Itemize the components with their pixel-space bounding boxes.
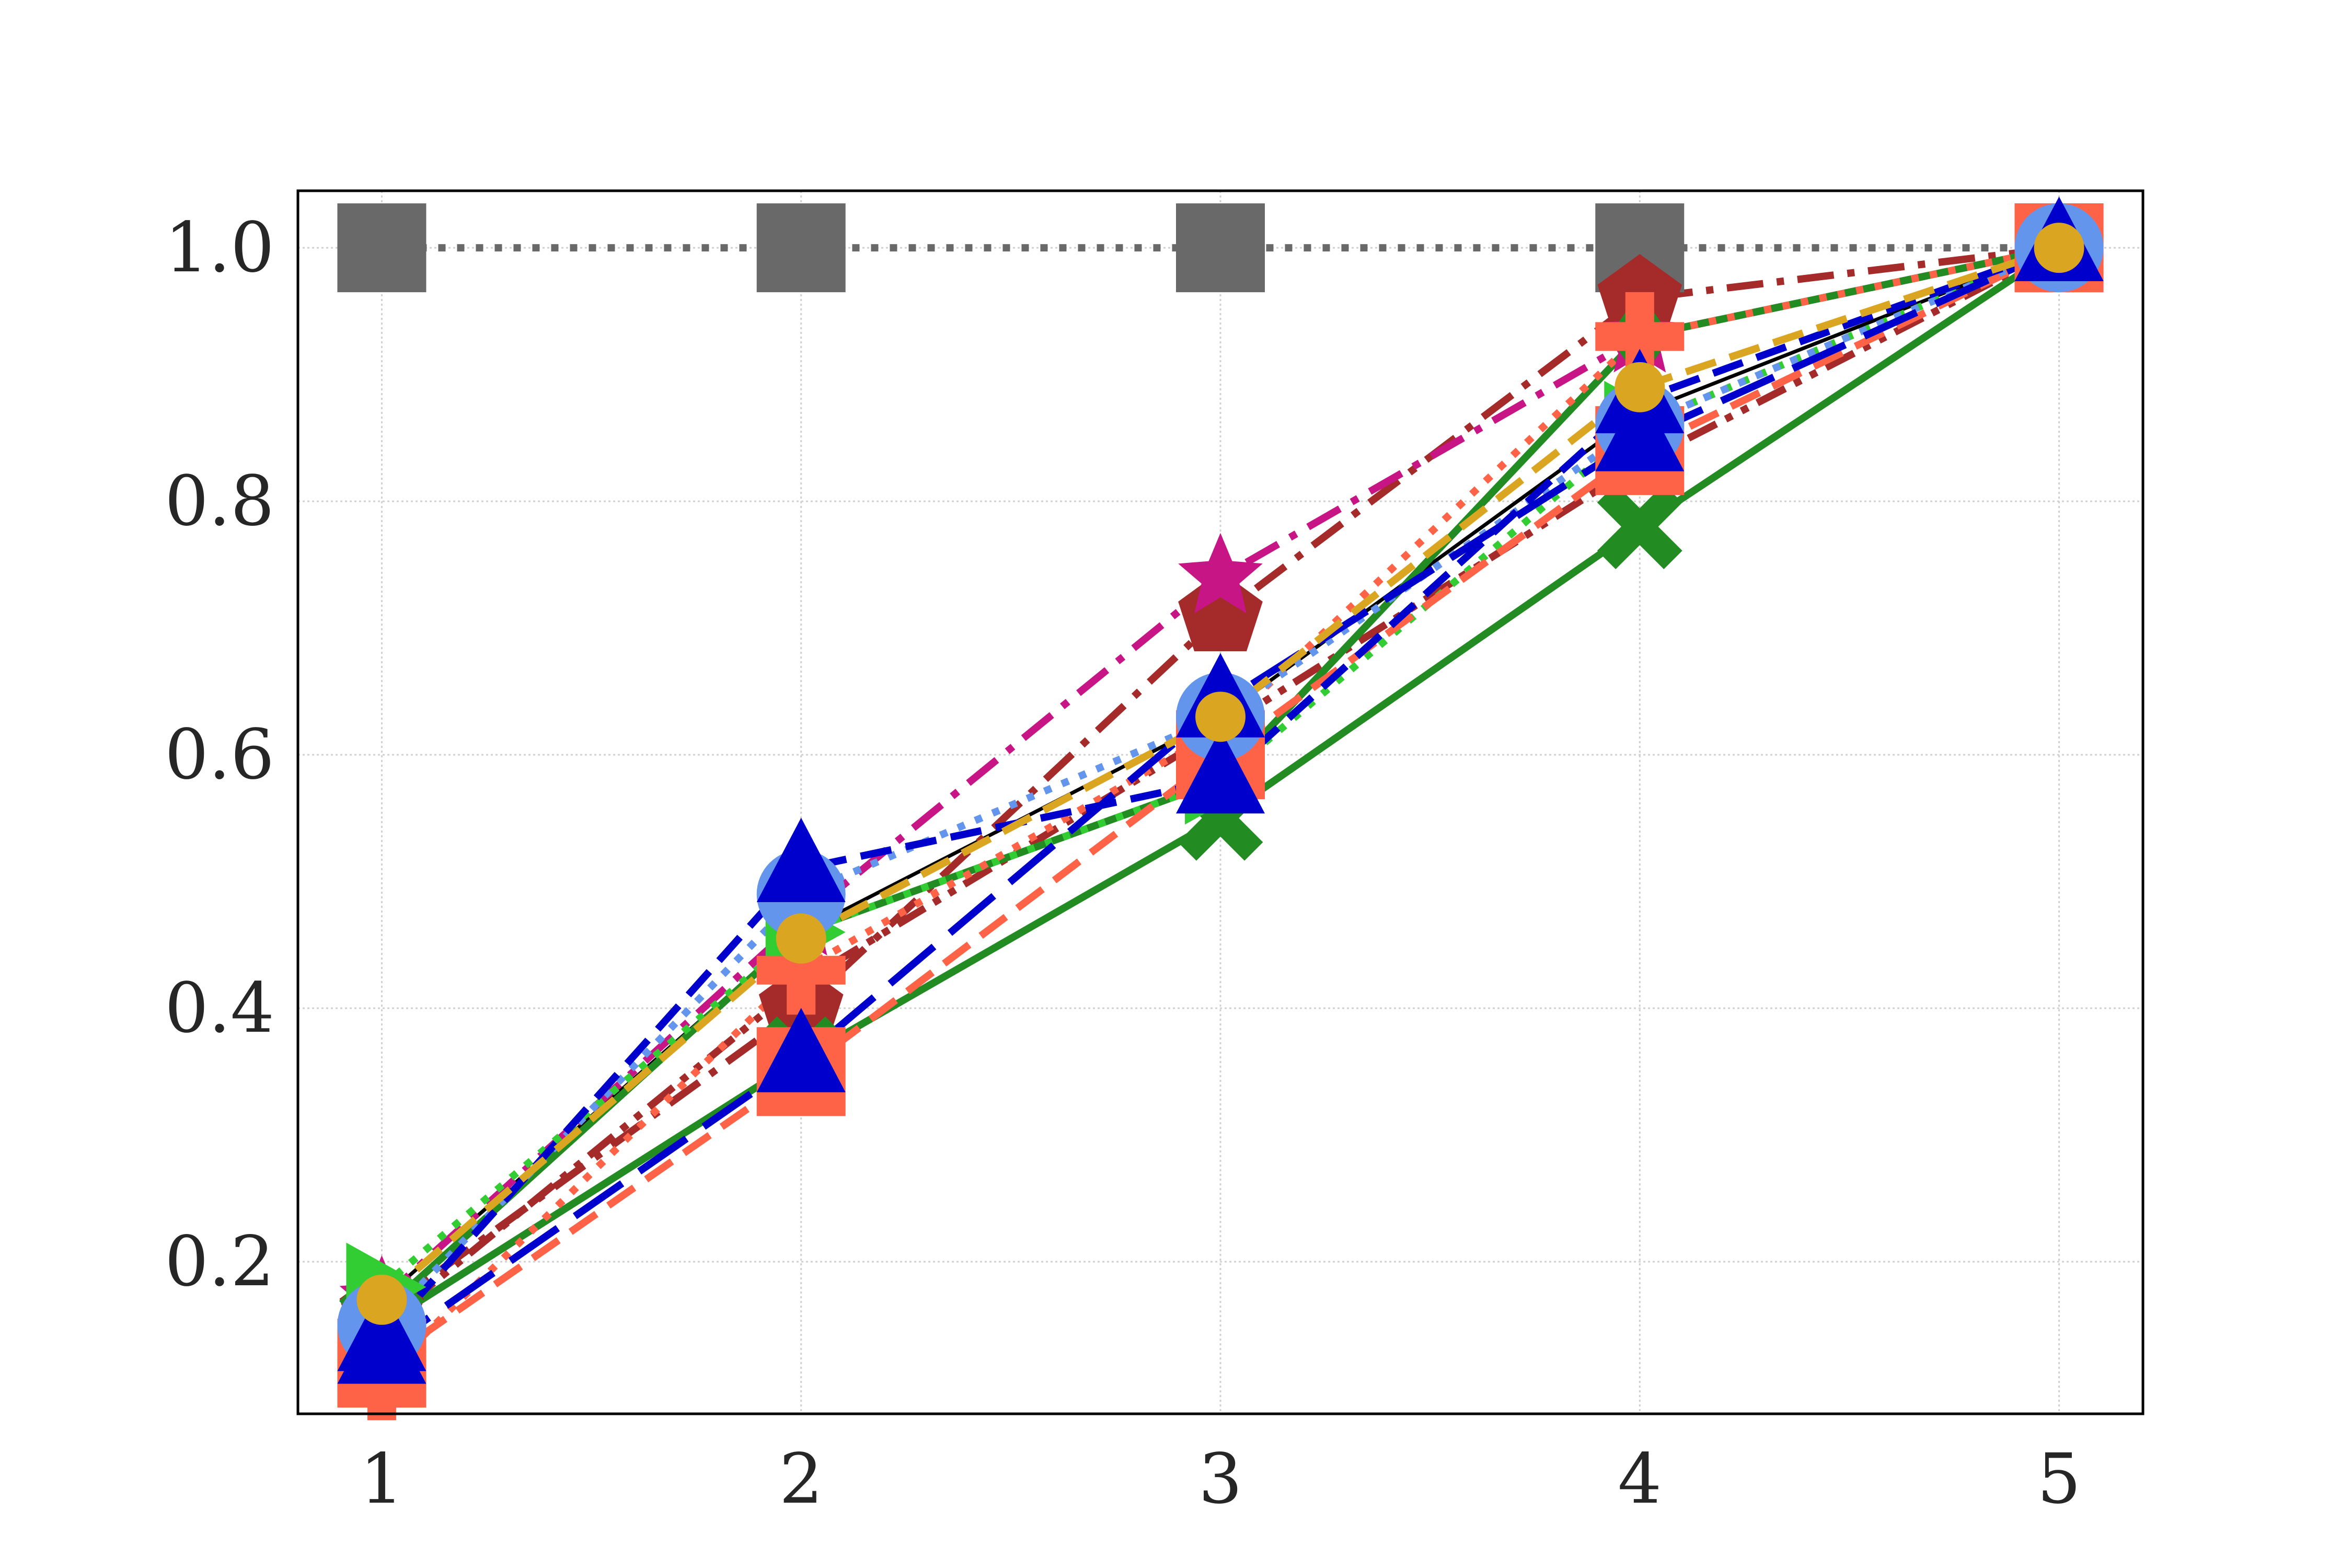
series-line <box>379 244 2060 1341</box>
x-tick-label: 5 <box>2037 1439 2081 1519</box>
y-tick-label: 0.6 <box>165 714 274 795</box>
star-marker <box>1178 533 1263 614</box>
y-tick-label: 1.0 <box>165 207 274 288</box>
series-line <box>379 244 2061 1328</box>
triangle-marker <box>1176 729 1265 814</box>
y-tick-label: 0.2 <box>165 1221 274 1302</box>
plot-frame <box>296 189 2145 1415</box>
tick-labels: 1 2 3 4 5 0.2 0.4 0.6 0.8 1.0 <box>165 207 2081 1519</box>
x-marker <box>1597 484 1682 570</box>
circle-marker <box>2034 223 2084 273</box>
circle-marker <box>1195 691 1246 742</box>
square-marker <box>337 203 426 293</box>
x-tick-label: 4 <box>1618 1439 1662 1519</box>
triangle-marker <box>1595 387 1685 471</box>
circle-marker <box>776 913 826 964</box>
triangle-marker <box>756 1008 846 1092</box>
triangle-marker <box>756 817 846 903</box>
x-tick-label: 3 <box>1198 1439 1242 1519</box>
triangle-marker <box>337 1299 426 1384</box>
x-tick-label: 2 <box>779 1439 823 1519</box>
y-tick-label: 0.8 <box>165 461 274 541</box>
x-tick-label: 1 <box>360 1439 403 1519</box>
y-tick-label: 0.4 <box>165 968 274 1048</box>
square-marker <box>756 203 846 293</box>
square-marker <box>1176 203 1265 293</box>
series-markers <box>337 197 2104 1421</box>
circle-marker <box>1615 362 1665 412</box>
circle-marker <box>356 1274 407 1325</box>
pentagon-marker <box>1178 571 1263 652</box>
